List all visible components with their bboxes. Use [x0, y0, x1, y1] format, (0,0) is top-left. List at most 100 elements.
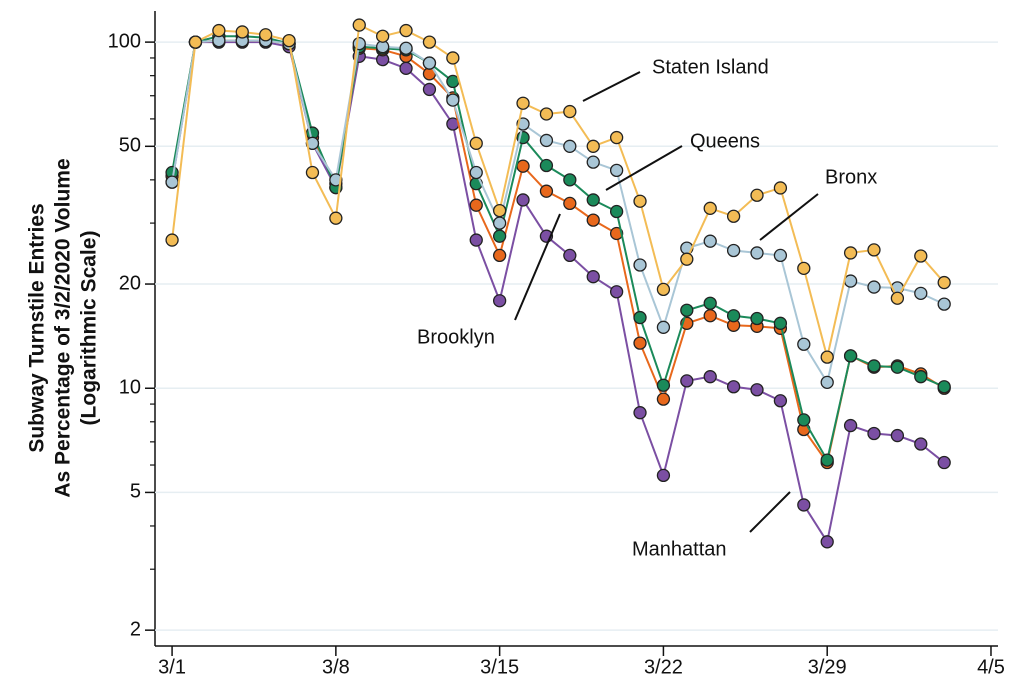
y-axis-title: Subway Turnstile Entries As Percentage o…	[26, 158, 101, 497]
data-point	[633, 258, 647, 272]
data-point	[586, 155, 600, 169]
y-axis-title-line: (Logarithmic Scale)	[78, 231, 101, 426]
series-line	[171, 35, 945, 463]
data-point	[914, 249, 928, 263]
x-tick-label: 4/5	[977, 656, 1005, 678]
data-point	[516, 96, 530, 110]
data-point	[446, 74, 460, 89]
data-point	[726, 380, 741, 394]
data-point	[609, 130, 624, 145]
data-point	[726, 209, 741, 223]
data-point	[469, 165, 483, 180]
data-point	[820, 453, 834, 467]
data-point	[797, 261, 811, 276]
y-tick-label: 50	[119, 135, 141, 157]
data-point	[703, 234, 717, 248]
data-point	[820, 350, 834, 364]
data-point	[516, 193, 530, 207]
x-tick-label: 3/15	[480, 656, 519, 678]
data-point	[492, 294, 507, 308]
grid: 2 5 10 20 50 100 3/1 3/8 3/15 3/22 3/29 4/5	[108, 11, 1005, 678]
y-tick-label: 2	[130, 618, 141, 640]
data-point	[492, 216, 507, 230]
data-point	[820, 535, 834, 549]
data-point	[399, 61, 413, 75]
data-point	[703, 296, 717, 310]
y-axis-title-line: As Percentage of 3/2/2020 Volume	[52, 158, 75, 497]
data-point	[867, 243, 881, 257]
series-line	[171, 23, 945, 358]
data-point	[212, 23, 226, 38]
data-point	[797, 413, 811, 427]
data-point	[914, 370, 928, 384]
data-point	[680, 303, 694, 317]
data-point	[820, 375, 834, 389]
data-point	[469, 136, 483, 150]
annotations: Staten Island Queens Bronx Brooklyn Manh…	[417, 56, 877, 560]
data-point	[422, 82, 437, 97]
data-point	[586, 213, 600, 227]
data-point	[469, 233, 483, 247]
annotation: Brooklyn	[417, 326, 495, 348]
annotation: Manhattan	[632, 538, 727, 560]
data-point	[282, 33, 296, 48]
x-tick-label: 3/8	[322, 656, 350, 678]
y-tick-label: 10	[119, 377, 141, 399]
data-point	[492, 248, 507, 263]
data-point	[773, 181, 788, 195]
data-point	[656, 320, 671, 334]
annotation: Bronx	[825, 166, 877, 188]
leader-line	[605, 145, 683, 191]
data-point	[750, 188, 764, 202]
data-point	[563, 196, 577, 211]
data-point	[937, 380, 951, 394]
x-tick-label: 3/29	[808, 656, 847, 678]
data-point	[914, 437, 928, 451]
data-point	[352, 36, 366, 51]
data-point	[890, 291, 905, 305]
data-point	[329, 211, 343, 225]
y-tick-label: 20	[119, 272, 141, 294]
data-point	[422, 56, 437, 70]
data-point	[703, 201, 717, 215]
data-point	[890, 428, 905, 443]
data-point	[352, 18, 366, 32]
data-point	[259, 28, 273, 42]
data-point	[680, 252, 694, 266]
data-point	[797, 498, 811, 512]
data-point	[773, 394, 788, 408]
data-point	[376, 29, 390, 43]
data-point	[633, 336, 647, 350]
leader-line	[749, 491, 791, 533]
data-point	[914, 286, 928, 300]
data-point	[656, 392, 671, 406]
data-point	[563, 139, 577, 153]
data-point	[399, 23, 413, 38]
data-point	[890, 360, 905, 374]
data-point	[656, 468, 671, 483]
y-tick-label: 5	[130, 481, 141, 503]
data-point	[399, 41, 413, 55]
data-point	[773, 248, 788, 263]
data-point	[680, 374, 694, 388]
data-point	[563, 248, 577, 263]
data-point	[305, 165, 320, 180]
x-tick-label: 3/22	[644, 656, 683, 678]
series-line	[171, 39, 945, 385]
data-point	[539, 107, 554, 121]
data-point	[937, 275, 951, 290]
data-point	[656, 282, 671, 297]
data-point	[563, 173, 577, 187]
data-point	[937, 455, 951, 470]
data-point	[586, 139, 600, 153]
data-point	[586, 193, 600, 207]
data-point	[563, 104, 577, 119]
data-point	[235, 25, 249, 39]
data-point	[843, 246, 858, 260]
data-point	[492, 229, 507, 243]
data-point	[422, 35, 437, 49]
x-tick-label: 3/1	[158, 656, 186, 678]
data-point	[867, 426, 881, 441]
data-point	[937, 297, 951, 311]
